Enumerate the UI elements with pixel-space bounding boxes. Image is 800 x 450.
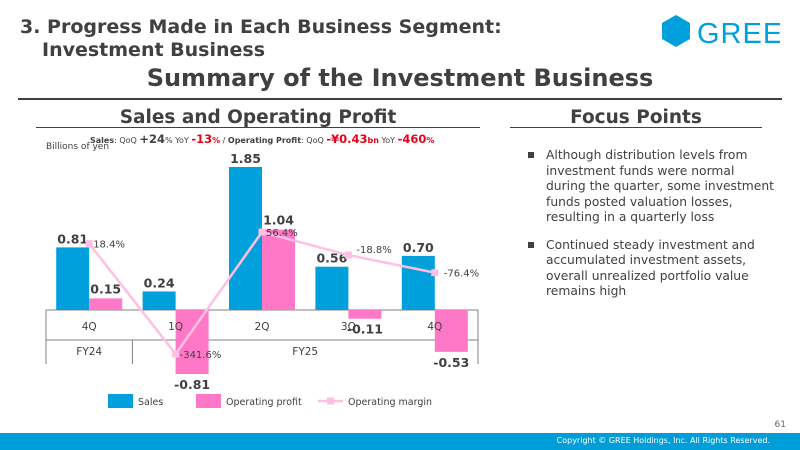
focus-point-1-text: Although distribution levels from invest… [546, 148, 774, 224]
footer-bar: Copyright © GREE Holdings, Inc. All Righ… [0, 433, 800, 450]
header-title-line2: Investment Business [42, 39, 266, 61]
op-profit-bar [262, 229, 295, 310]
operating-margin-label: 18.4% [93, 240, 125, 251]
sales-bar [142, 291, 176, 310]
operating-margin-point [258, 228, 266, 236]
sales-value-label: 0.81 [57, 231, 88, 246]
fy-group-label: FY25 [292, 346, 318, 358]
operating-margin-label: -18.8% [356, 245, 391, 256]
sales-section-title: Sales and Operating Profit [119, 107, 397, 128]
kpi-pct1: % [165, 136, 173, 145]
operating-margin-label: -341.6% [180, 350, 222, 361]
operating-margin-label: 56.4% [266, 228, 298, 239]
sales-value-label: 1.85 [230, 151, 261, 166]
op-profit-bar [175, 310, 209, 374]
op-profit-value-label: -0.11 [347, 322, 383, 337]
category-label: 4Q [427, 321, 442, 333]
focus-point-2: Continued steady investment and accumula… [528, 238, 776, 300]
sales-value-label: 0.24 [144, 275, 175, 290]
title-divider [18, 98, 782, 100]
operating-margin-point [85, 240, 93, 248]
operating-margin-point [172, 350, 180, 358]
kpi-summary: Sales: QoQ +24% YoY -13% / Operating Pro… [90, 132, 434, 146]
page-title: Summary of the Investment Business [146, 64, 654, 92]
kpi-qoq2-label: : QoQ [301, 136, 327, 145]
category-label: 1Q [168, 321, 183, 333]
kpi-bn: bn [367, 136, 379, 145]
legend-margin-label: Operating margin [348, 397, 432, 408]
operating-margin-point [431, 269, 439, 277]
kpi-sales-qoq: +24 [139, 132, 166, 146]
kpi-op-qoq: -¥0.43 [326, 132, 368, 146]
kpi-yoy2-label: YoY [378, 136, 398, 145]
op-profit-value-label: 0.15 [90, 281, 121, 296]
legend-margin-marker [327, 397, 334, 405]
unit-label: Billions of yen [46, 142, 110, 152]
legend-sales-swatch [108, 394, 133, 408]
kpi-qoq1-label: : QoQ [114, 136, 140, 145]
operating-margin-label: -76.4% [444, 269, 479, 280]
sales-bar [56, 247, 90, 310]
op-profit-bar [348, 310, 382, 319]
focus-point-2-text: Continued steady investment and accumula… [546, 237, 755, 299]
category-label: 2Q [255, 321, 270, 333]
copyright-text: Copyright © GREE Holdings, Inc. All Righ… [556, 436, 770, 445]
op-profit-bar [434, 310, 468, 352]
sales-value-label: 0.56 [316, 251, 347, 266]
page-number: 61 [774, 420, 786, 430]
kpi-yoy1-label: YoY [172, 136, 192, 145]
gree-logo: GREE [662, 15, 780, 48]
op-profit-bar [89, 298, 123, 310]
kpi-pct3: % [426, 136, 435, 145]
bullet-square-icon [528, 152, 534, 158]
focus-point-1: Although distribution levels from invest… [528, 148, 776, 226]
fy-group-label: FY24 [76, 346, 102, 358]
category-label: 3Q [341, 321, 356, 333]
kpi-pct2: % [212, 136, 221, 145]
legend-op-profit-swatch [196, 394, 221, 408]
op-profit-value-label: -0.53 [433, 355, 469, 370]
gree-logo-text: GREE [697, 18, 780, 48]
operating-margin-point [344, 251, 352, 259]
bullet-square-icon [528, 241, 534, 248]
sales-bar [315, 266, 349, 310]
page-header-title: 3. Progress Made in Each Business Segmen… [20, 16, 502, 62]
gree-logo-hexagon-icon [662, 15, 690, 47]
header-title-line1: 3. Progress Made in Each Business Segmen… [20, 16, 502, 38]
focus-section-divider [510, 127, 762, 128]
sales-value-label: 0.70 [403, 240, 434, 255]
kpi-separator: / [220, 136, 228, 145]
op-profit-value-label: -0.81 [174, 377, 210, 392]
op-profit-value-label: 1.04 [263, 213, 294, 228]
kpi-sales-label: Sales [90, 136, 115, 145]
sales-section-divider [36, 127, 480, 128]
kpi-op-yoy: -460 [397, 132, 427, 146]
category-label: 4Q [82, 321, 97, 333]
kpi-op-label: Operating Profit [227, 136, 302, 145]
sales-bar [401, 255, 435, 310]
focus-section-title: Focus Points [570, 107, 702, 128]
legend-op-profit-label: Operating profit [226, 397, 302, 408]
kpi-sales-yoy: -13 [191, 132, 213, 146]
legend-sales-label: Sales [138, 397, 163, 408]
focus-points-list: Although distribution levels from invest… [528, 148, 776, 312]
